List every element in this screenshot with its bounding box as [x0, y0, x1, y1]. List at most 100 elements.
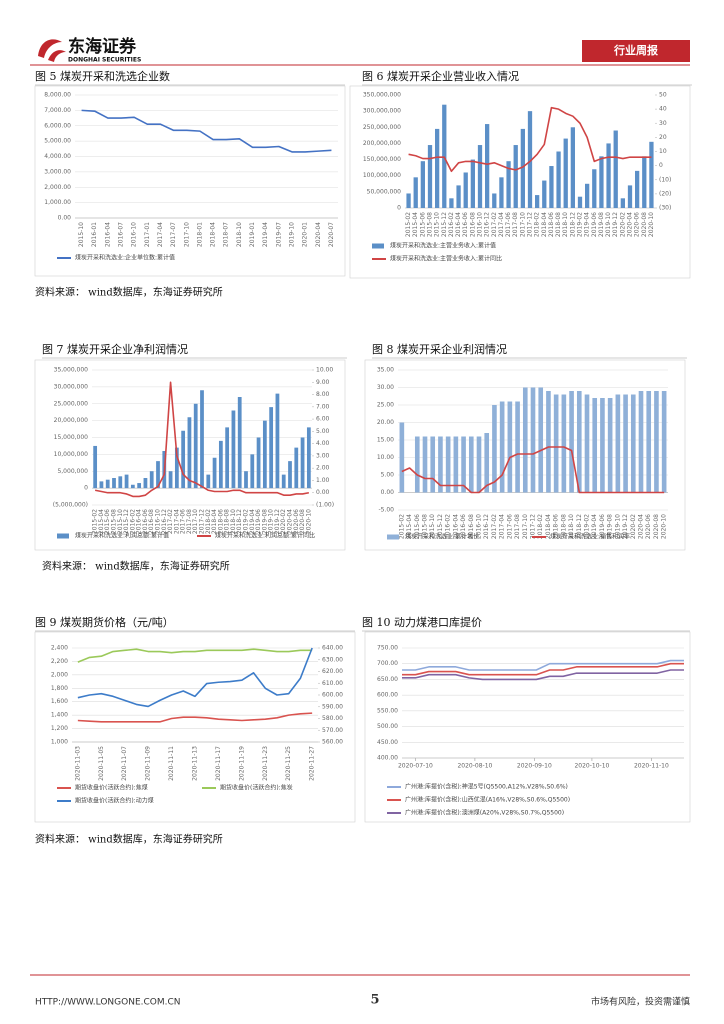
x-tick-label: 2018-01 — [196, 222, 203, 247]
x-tick-label: 2019-12 — [274, 509, 281, 534]
y2-tick-label: 0.00 — [316, 489, 330, 496]
y-tick-label: 0 — [84, 485, 88, 492]
x-tick-label: 2017-12 — [199, 509, 206, 534]
x-tick-label: 2018-10 — [230, 509, 237, 534]
x-tick-label: 2019-07 — [275, 222, 282, 247]
y-tick-label: 0.00 — [381, 489, 395, 496]
bar — [513, 145, 518, 208]
bar — [413, 177, 418, 208]
chart-frame — [34, 631, 356, 823]
x-tick-label: 2017-02 — [167, 509, 174, 534]
y2-tick-label: 8.00 — [316, 391, 330, 398]
x-tick-label: 2016-06 — [462, 212, 469, 237]
x-tick-label: 2020-10-10 — [574, 763, 609, 770]
bar — [499, 177, 504, 208]
footer-url: HTTP://WWW.LONGONE.COM.CN — [35, 998, 181, 1008]
line-series — [94, 381, 310, 498]
x-tick-label: 2020-11-13 — [192, 746, 199, 781]
bar — [563, 138, 568, 208]
y2-tick-label: (1.00) — [316, 502, 334, 509]
bar — [661, 391, 667, 493]
x-tick-label: 2016-06 — [142, 509, 149, 534]
x-tick-label: 2020-11-05 — [98, 746, 105, 781]
bar — [556, 151, 561, 208]
x-tick-label: 2016-10 — [131, 222, 138, 247]
y-tick-label: 35,000,000 — [54, 367, 89, 374]
bar — [484, 433, 490, 493]
legend-label: 广州港:库提价(含税):澳洲煤(A20%,V28%,S0.7%,Q5500) — [405, 809, 564, 817]
y-tick-label: 10.00 — [377, 454, 394, 461]
y-tick-label: 8,000.00 — [44, 92, 71, 99]
bar — [406, 193, 411, 208]
line-series — [401, 446, 665, 494]
bar — [530, 387, 536, 493]
bar — [237, 397, 242, 489]
x-tick-label: 2018-02 — [205, 509, 212, 534]
x-tick-label: 2020-11-25 — [285, 746, 292, 781]
logo-mark — [38, 39, 62, 58]
bar — [112, 478, 116, 489]
y-tick-label: 50,000,000 — [367, 188, 402, 195]
y-tick-label: 7,000.00 — [44, 107, 71, 114]
y-tick-label: 1,000 — [51, 739, 68, 746]
x-tick-label: 2020-09-10 — [517, 763, 552, 770]
bar — [630, 394, 636, 493]
x-tick-label: 2018-12 — [569, 212, 576, 237]
x-tick-label: 2019-08 — [261, 509, 268, 534]
x-tick-label: 2017-06 — [505, 212, 512, 237]
bar — [549, 166, 554, 208]
header: 东海证券 DONGHAI SECURITIES 行业周报 — [30, 36, 690, 66]
y-tick-label: 5,000.00 — [44, 138, 71, 145]
x-tick-label: 2019-08 — [607, 514, 614, 539]
x-tick-label: 2018-10 — [562, 212, 569, 237]
bar — [606, 143, 611, 208]
legend-label: 煤炭开采和洗选业:销售利润率 — [550, 533, 630, 541]
report-type: 行业周报 — [613, 43, 659, 57]
y-tick-label: 20.00 — [377, 419, 394, 426]
legend-label: 期货收盘价(活跃合约):动力煤 — [75, 797, 154, 805]
bar — [449, 198, 454, 208]
x-tick-label: 2016-02 — [448, 212, 455, 237]
y2-tick-label: 30 — [659, 120, 667, 127]
y-tick-label: 6,000.00 — [44, 122, 71, 129]
x-tick-label: 2017-12 — [530, 514, 537, 539]
bar — [231, 410, 236, 489]
y2-tick-label: 10.00 — [316, 367, 333, 374]
x-tick-label: 2017-08 — [514, 514, 521, 539]
x-tick-label: 2018-07 — [223, 222, 230, 247]
x-tick-label: 2020-04 — [287, 509, 294, 534]
bar — [492, 405, 497, 493]
bar — [143, 478, 148, 489]
x-tick-label: 2019-01 — [249, 222, 256, 247]
x-tick-label: 2016-02 — [445, 514, 452, 539]
legend-label: 煤炭开采和洗选业:主营业务收入:累计值 — [390, 242, 496, 250]
figure-caption: 图 5 煤炭开采和洗选企业数 — [35, 69, 170, 83]
bar — [506, 161, 511, 208]
bar — [442, 104, 447, 208]
bar — [620, 198, 625, 208]
bar — [149, 471, 154, 489]
x-tick-label: 2020-08 — [653, 514, 660, 539]
y-tick-label: 700.00 — [377, 660, 398, 667]
chart-frame — [349, 85, 691, 279]
y-tick-label: 2,200 — [51, 658, 68, 665]
line-series — [77, 712, 313, 723]
x-tick-label: 2017-06 — [506, 514, 513, 539]
y-tick-label: 1,000.00 — [44, 199, 71, 206]
x-tick-label: 2018-12 — [576, 514, 583, 539]
x-tick-label: 2015-04 — [98, 509, 105, 534]
y-tick-label: 1,200 — [51, 725, 68, 732]
x-tick-label: 2018-04 — [541, 212, 548, 237]
y-tick-label: 250,000,000 — [363, 124, 401, 131]
x-tick-label: 2019-06 — [255, 509, 262, 534]
y2-tick-label: 620.00 — [322, 668, 343, 675]
x-tick-label: 2020-11-23 — [262, 746, 269, 781]
y2-tick-label: 560.00 — [322, 739, 343, 746]
bar — [527, 111, 533, 208]
y-tick-label: 30.00 — [377, 384, 394, 391]
bar — [627, 185, 633, 208]
y-tick-label: 3,000.00 — [44, 168, 71, 175]
x-tick-label: 2020-11-17 — [215, 746, 222, 781]
bar — [225, 427, 230, 489]
